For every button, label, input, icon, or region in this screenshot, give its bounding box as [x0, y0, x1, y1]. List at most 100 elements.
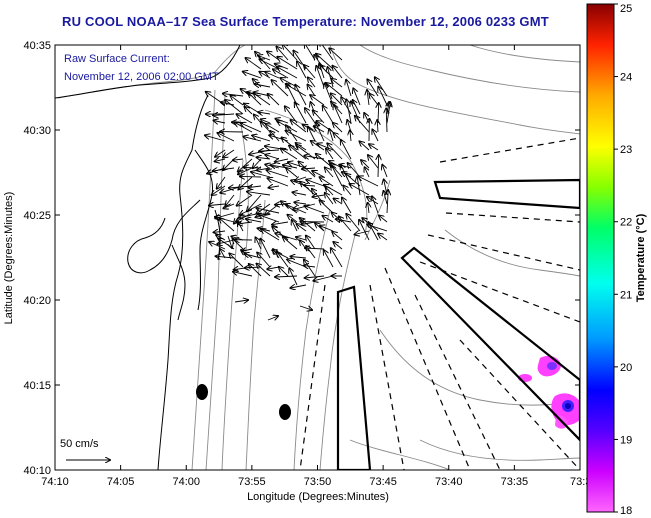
current-vector: [247, 194, 262, 211]
current-vector: [289, 146, 307, 160]
current-vector: [257, 264, 271, 277]
bathymetry-contours: [57, 45, 580, 470]
current-vector: [277, 57, 298, 70]
current-vector: [306, 236, 316, 250]
current-vector: [329, 129, 333, 142]
current-vector: [238, 158, 253, 172]
current-vector: [275, 119, 289, 124]
current-vector: [331, 79, 343, 88]
colorbar-label: Temperature (°C): [635, 213, 647, 302]
current-vector: [286, 131, 307, 142]
current-vector: [378, 234, 388, 241]
current-vector: [218, 133, 235, 142]
current-vector: [267, 267, 280, 269]
current-vector: [377, 120, 378, 133]
current-vector: [320, 45, 334, 61]
current-vector: [305, 108, 316, 124]
current-vector: [257, 157, 271, 159]
current-vector: [255, 84, 271, 87]
map-title: RU COOL NOAA–17 Sea Surface Temperature:…: [62, 14, 549, 29]
current-vector: [331, 248, 343, 268]
sst-warm-patches: [518, 355, 580, 429]
current-vector: [313, 195, 325, 197]
dashed-boundaries: [299, 137, 580, 470]
x-tick-label: 73:50: [304, 476, 332, 488]
current-vector: [325, 193, 334, 205]
current-vector: [300, 218, 316, 232]
current-vector: [229, 254, 244, 268]
current-vector: [342, 198, 352, 214]
x-tick-label: 73:55: [238, 476, 266, 488]
current-vector: [334, 199, 343, 205]
current-vector: [320, 200, 334, 214]
current-vector: [355, 231, 370, 235]
current-vector: [299, 162, 316, 178]
current-vector: [252, 135, 271, 142]
current-vector: [382, 165, 388, 178]
current-vector: [324, 250, 334, 268]
current-vector: [297, 61, 307, 79]
current-vector: [291, 257, 307, 259]
current-vector: [331, 93, 343, 106]
current-vector: [367, 79, 379, 97]
current-vector: [333, 66, 343, 79]
y-tick-label: 40:15: [23, 380, 51, 392]
current-vector: [242, 249, 253, 251]
current-vector: [350, 130, 351, 142]
current-vector: [302, 168, 316, 169]
current-vector: [231, 96, 244, 106]
current-vector: [304, 266, 316, 267]
current-vector: [350, 184, 370, 196]
annotation-line-1: Raw Surface Current:: [64, 53, 170, 65]
current-vector: [369, 144, 379, 151]
current-vector: [306, 246, 316, 259]
plot-area: [55, 45, 580, 470]
current-vector: [310, 95, 325, 106]
current-vector: [283, 237, 298, 250]
current-vector: [300, 241, 307, 250]
current-vector: [305, 206, 325, 214]
current-vector: [268, 178, 289, 187]
current-vector: [297, 224, 307, 232]
y-tick-label: 40:10: [23, 465, 51, 477]
current-vector: [272, 80, 289, 97]
current-vector: [372, 196, 379, 214]
annotation-line-2: November 12, 2006 02:00 GMT: [64, 71, 219, 83]
current-vector: [364, 113, 370, 124]
current-vector: [234, 300, 248, 302]
current-vector: [286, 168, 298, 178]
current-vector: [295, 177, 307, 181]
current-vector: [205, 135, 226, 142]
current-vector: [256, 208, 280, 214]
current-vector: [334, 133, 343, 142]
current-vector: [225, 100, 244, 115]
current-vector: [320, 177, 334, 187]
current-vector: [355, 116, 370, 133]
current-vector: [312, 171, 325, 178]
current-vector: [279, 267, 289, 277]
current-vector: [295, 85, 307, 106]
x-tick-label: 73:45: [369, 476, 397, 488]
current-vector: [306, 180, 325, 187]
current-vector: [347, 100, 352, 124]
current-vector: [281, 149, 298, 160]
current-vector: [346, 214, 361, 232]
current-vector: [387, 190, 388, 214]
current-vector: [323, 216, 334, 223]
colorbar-tick-label: 21: [620, 289, 632, 301]
current-vector: [288, 162, 307, 169]
current-vector: [305, 276, 325, 278]
current-vector: [260, 239, 271, 259]
current-vector: [233, 272, 253, 277]
colorbar: [586, 3, 615, 513]
current-vector: [325, 168, 334, 178]
current-vector: [243, 72, 262, 79]
colorbar-tick-label: 25: [620, 3, 632, 15]
surface-current-vectors: [205, 45, 390, 320]
x-tick-label: 73:40: [435, 476, 463, 488]
current-vector: [316, 66, 325, 88]
current-vector: [238, 222, 253, 224]
current-vector: [283, 45, 298, 61]
current-vector: [300, 182, 316, 196]
current-vector: [290, 285, 307, 288]
